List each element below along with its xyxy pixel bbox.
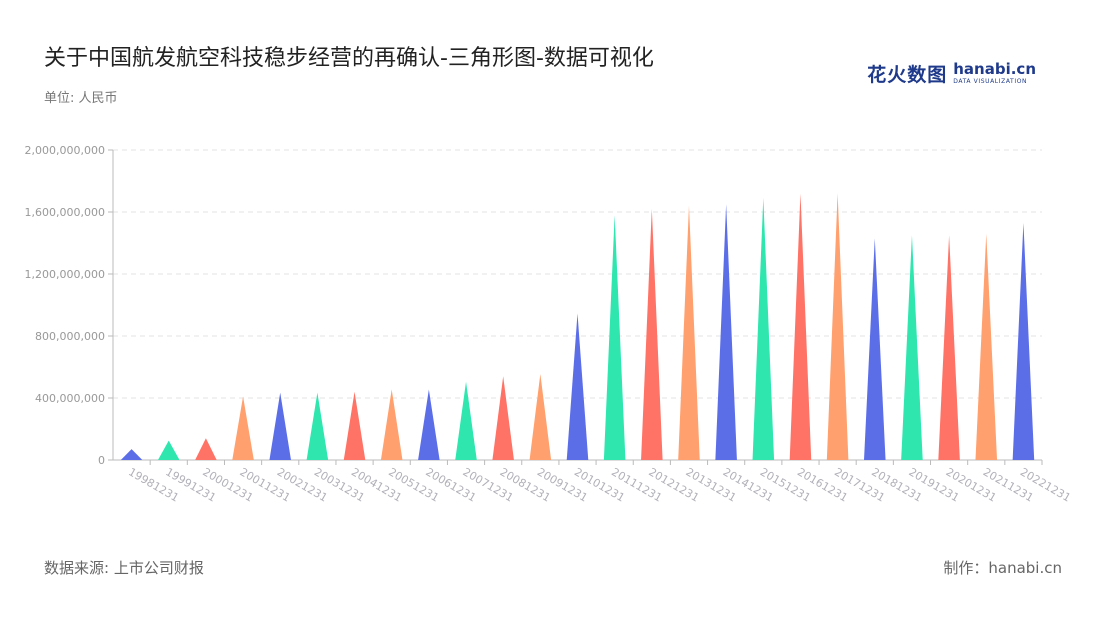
triangle-bar: [864, 238, 886, 460]
logo-en-main: hanabi.cn: [953, 60, 1036, 78]
triangle-bar: [343, 391, 366, 460]
triangle-bar: [603, 215, 626, 460]
triangle-bar: [380, 389, 403, 460]
triangle-bar: [938, 235, 960, 460]
logo-text-cn: 花火数图: [867, 64, 948, 86]
triangle-bar: [157, 440, 180, 460]
y-tick-label: 800,000,000: [35, 330, 105, 343]
triangle-bar: [120, 449, 143, 460]
triangle-bar: [232, 396, 254, 460]
chart-title: 关于中国航发航空科技稳步经营的再确认-三角形图-数据可视化: [44, 46, 654, 71]
brand-logo: 花火数图 hanabi.cn DATA VISUALIZATION: [867, 60, 1036, 87]
data-source: 数据来源: 上市公司财报: [44, 559, 204, 577]
triangle-bar: [529, 373, 552, 460]
triangle-bar: [195, 438, 217, 460]
triangle-bar: [641, 208, 663, 460]
y-tick-label: 1,600,000,000: [25, 206, 105, 219]
triangle-bar: [715, 204, 737, 460]
triangle-bar: [826, 193, 849, 460]
triangle-bar: [901, 235, 923, 460]
triangle-bar: [752, 198, 775, 461]
unit-label: 单位: 人民币: [44, 91, 118, 106]
logo-en-sub: DATA VISUALIZATION: [953, 78, 1028, 85]
triangle-bar: [678, 205, 700, 460]
y-tick-label: 400,000,000: [35, 392, 105, 405]
triangle-bar: [975, 233, 998, 460]
triangle-bar: [455, 381, 477, 460]
triangle-bar: [492, 376, 514, 460]
y-tick-label: 1,200,000,000: [25, 268, 105, 281]
triangle-bar: [269, 392, 291, 460]
y-tick-label: 0: [98, 454, 105, 467]
triangle-bar: [306, 392, 329, 460]
triangle-bar: [566, 313, 589, 460]
y-tick-label: 2,000,000,000: [25, 144, 105, 157]
triangle-bar: [418, 389, 440, 460]
triangle-bar: [1012, 222, 1035, 460]
logo-text-en: hanabi.cn DATA VISUALIZATION: [953, 62, 1036, 85]
maker-credit: 制作：hanabi.cn: [943, 559, 1062, 577]
triangle-bar: [789, 193, 812, 460]
